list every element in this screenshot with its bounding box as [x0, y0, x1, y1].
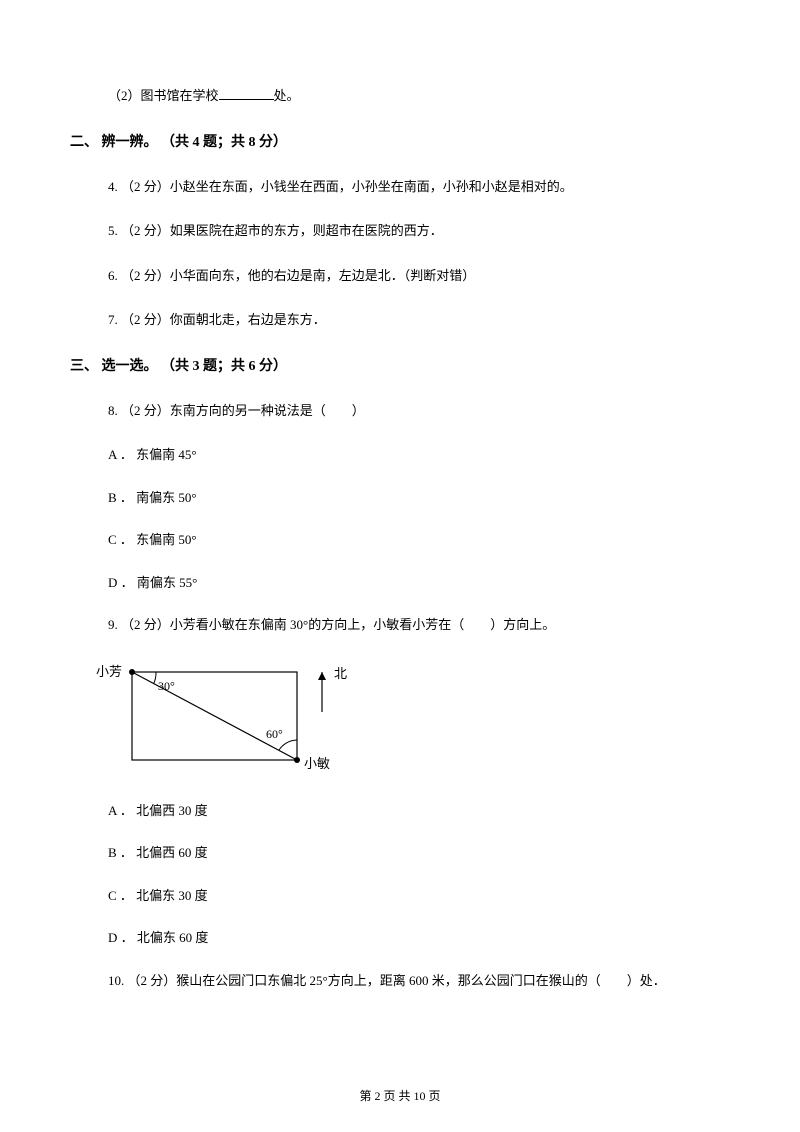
- q5: 5. （2 分）如果医院在超市的东方，则超市在医院的西方．: [108, 215, 730, 248]
- q4: 4. （2 分）小赵坐在东面，小钱坐在西面，小孙坐在南面，小孙和小赵是相对的。: [108, 171, 730, 204]
- q8-stem: 8. （2 分）东南方向的另一种说法是（ ）: [108, 395, 730, 428]
- section-2-title: 二、 辨一辨。 （共 4 题；共 8 分）: [70, 131, 730, 151]
- q9-option-a: A ． 北偏西 30 度: [108, 795, 730, 828]
- q3-sub2-prefix: （2）图书馆在学校: [108, 88, 219, 103]
- blank-field: [219, 86, 274, 100]
- q10-stem: 10. （2 分）猴山在公园门口东偏北 25°方向上，距离 600 米，那么公园…: [108, 965, 730, 998]
- q9-option-d: D ． 北偏东 60 度: [108, 922, 730, 955]
- q9-option-b: B ． 北偏西 60 度: [108, 837, 730, 870]
- svg-text:60°: 60°: [266, 727, 283, 741]
- q8-option-c: C ． 东偏南 50°: [108, 524, 730, 557]
- q3-sub2: （2）图书馆在学校 处。: [108, 80, 730, 113]
- section-3-title: 三、 选一选。 （共 3 题；共 6 分）: [70, 355, 730, 375]
- svg-text:小敏: 小敏: [304, 756, 330, 771]
- svg-text:30°: 30°: [158, 679, 175, 693]
- svg-text:北: 北: [334, 666, 347, 681]
- q9-option-c: C ． 北偏东 30 度: [108, 880, 730, 913]
- page-footer: 第 2 页 共 10 页: [0, 1087, 800, 1104]
- q7: 7. （2 分）你面朝北走，右边是东方．: [108, 304, 730, 337]
- q9-diagram: 小芳 北 30° 60° 小敏: [90, 654, 730, 779]
- q9-stem: 9. （2 分）小芳看小敏在东偏南 30°的方向上，小敏看小芳在（ ）方向上。: [108, 609, 730, 642]
- q8-option-a: A ． 东偏南 45°: [108, 439, 730, 472]
- q8-option-b: B ． 南偏东 50°: [108, 482, 730, 515]
- q6: 6. （2 分）小华面向东，他的右边是南，左边是北．（判断对错）: [108, 260, 730, 293]
- q3-sub2-suffix: 处。: [274, 88, 300, 103]
- svg-text:小芳: 小芳: [96, 664, 122, 679]
- direction-diagram: 小芳 北 30° 60° 小敏: [90, 654, 350, 774]
- q8-option-d: D ． 南偏东 55°: [108, 567, 730, 600]
